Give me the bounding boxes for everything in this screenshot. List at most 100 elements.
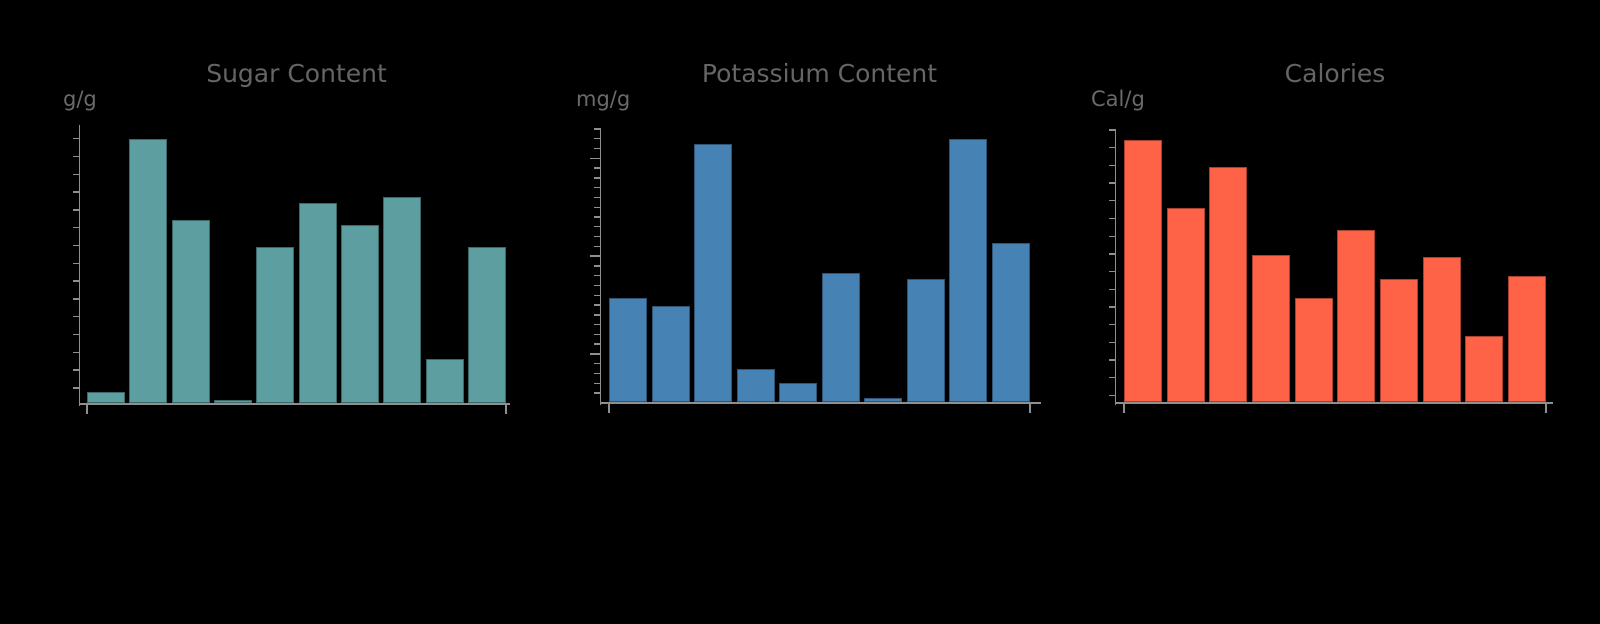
chart-title: Calories	[1284, 59, 1386, 88]
bar	[864, 397, 903, 402]
x-axis	[78, 403, 510, 405]
y-axis-tick	[1109, 200, 1115, 202]
y-axis-tick	[73, 262, 79, 264]
bar	[213, 400, 252, 403]
bar	[609, 297, 647, 402]
bar	[694, 144, 733, 402]
bar	[256, 247, 295, 403]
y-axis-tick	[73, 280, 79, 282]
bar	[736, 369, 775, 402]
y-axis-tick	[1109, 253, 1115, 255]
bar	[87, 391, 125, 403]
x-axis-tick	[86, 404, 88, 414]
bar	[383, 197, 422, 403]
y-axis-tick	[73, 155, 79, 158]
bar	[821, 273, 860, 402]
bar	[1507, 276, 1546, 402]
y-axis-tick	[1109, 164, 1115, 167]
bar	[906, 278, 945, 402]
y-axis-tick	[1109, 147, 1115, 149]
y-axis-tick	[73, 298, 79, 300]
y-axis-tick	[594, 294, 600, 296]
y-axis-tick	[594, 196, 600, 199]
bar	[1465, 336, 1504, 402]
bar	[171, 219, 210, 403]
y-axis-tick	[1109, 182, 1115, 184]
x-axis-tick	[505, 404, 507, 414]
y-axis	[78, 125, 80, 406]
y-axis-tick	[1109, 217, 1115, 220]
bar	[1379, 279, 1418, 402]
y-axis-tick	[594, 235, 600, 238]
bar	[1124, 139, 1162, 402]
y-axis-tick	[594, 245, 600, 248]
y-axis-tick	[594, 382, 600, 384]
y-axis-tick	[594, 128, 600, 130]
bar	[129, 138, 168, 403]
y-axis-tick	[594, 323, 600, 326]
y-axis-tick	[73, 244, 79, 247]
y-axis-tick	[1109, 288, 1115, 290]
y-axis-tick	[73, 209, 79, 211]
y-axis-tick	[589, 353, 600, 355]
y-axis-tick	[1109, 270, 1115, 273]
y-axis-tick	[594, 265, 600, 267]
y-axis	[599, 128, 601, 405]
bar	[1209, 167, 1248, 402]
y-axis-tick	[594, 392, 600, 394]
bar	[467, 247, 506, 403]
y-axis-tick	[73, 138, 79, 140]
x-axis-tick	[608, 403, 610, 413]
y-axis-tick	[594, 177, 600, 179]
y-axis-tick	[594, 363, 600, 365]
y-axis-tick	[594, 275, 600, 277]
y-axis-tick	[73, 316, 79, 318]
y-axis-tick	[594, 186, 600, 189]
y-axis-tick	[594, 314, 600, 316]
y-axis-tick	[1109, 394, 1115, 397]
bars-group	[609, 128, 1030, 402]
chart-title: Potassium Content	[701, 59, 938, 88]
x-axis	[1114, 402, 1553, 404]
bar	[949, 138, 988, 402]
y-axis-tick	[1109, 306, 1115, 308]
bar	[779, 382, 818, 402]
y-axis-tick	[594, 206, 600, 208]
y-axis-tick	[73, 333, 79, 336]
y-axis	[1114, 129, 1116, 405]
x-axis-tick	[1123, 403, 1125, 413]
y-axis-unit-label: mg/g	[576, 87, 631, 111]
y-axis-tick	[594, 372, 600, 375]
y-axis-tick	[594, 284, 600, 287]
bar	[991, 243, 1030, 402]
bar	[425, 358, 464, 403]
y-axis-tick	[589, 157, 600, 160]
y-axis-tick	[594, 304, 600, 306]
y-axis-tick	[73, 387, 79, 389]
x-axis-tick	[1029, 403, 1031, 413]
y-axis-tick	[594, 343, 600, 345]
bar	[340, 225, 379, 403]
chart-title: Sugar Content	[206, 59, 387, 88]
y-axis-tick	[594, 226, 600, 228]
y-axis-tick	[73, 369, 79, 371]
y-axis-tick	[73, 173, 79, 175]
bar	[298, 202, 337, 403]
y-axis-tick	[594, 333, 600, 336]
bar	[1166, 208, 1205, 402]
y-axis-tick	[1109, 377, 1115, 379]
bar	[1337, 230, 1376, 402]
y-axis-tick	[594, 216, 600, 218]
y-axis-tick	[589, 255, 600, 257]
y-axis-tick	[73, 351, 79, 353]
bar	[1294, 298, 1333, 402]
bars-group	[87, 125, 506, 403]
y-axis-tick	[73, 191, 79, 193]
y-axis-tick	[1109, 129, 1115, 131]
x-axis-tick	[1545, 403, 1547, 413]
y-axis-tick	[73, 227, 79, 229]
bar	[1422, 257, 1461, 402]
